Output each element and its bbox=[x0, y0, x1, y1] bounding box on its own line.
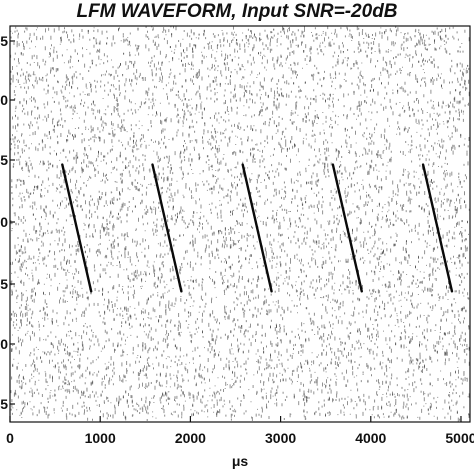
x-axis-label: μs bbox=[232, 453, 249, 469]
noise-texture bbox=[10, 26, 470, 422]
y-tick-label: 0 bbox=[0, 336, 8, 352]
y-tick-label: 5 bbox=[0, 33, 8, 49]
chirp-series bbox=[61, 163, 454, 293]
y-tick-label: 5 bbox=[0, 396, 8, 412]
axis-ticks: 0 1000 2000 3000 4000 5000 5 0 5 0 5 0 5 bbox=[0, 33, 474, 446]
chirp-2 bbox=[151, 163, 183, 293]
y-tick-label: 5 bbox=[0, 276, 8, 292]
plot-frame bbox=[9, 25, 471, 423]
y-tick-label: 0 bbox=[0, 92, 8, 108]
y-tick-label: 5 bbox=[0, 152, 8, 168]
x-tick-label: 4000 bbox=[355, 430, 386, 446]
chirp-4 bbox=[331, 163, 363, 293]
chirp-5 bbox=[421, 163, 454, 293]
x-tick-label: 0 bbox=[6, 430, 14, 446]
y-tick-label: 0 bbox=[0, 214, 8, 230]
x-tick-label: 3000 bbox=[265, 430, 296, 446]
x-tick-label: 1000 bbox=[85, 430, 116, 446]
chirp-1 bbox=[61, 163, 93, 293]
chirp-3 bbox=[241, 163, 273, 293]
x-tick-label: 2000 bbox=[175, 430, 206, 446]
x-tick-label: 5000 bbox=[445, 430, 474, 446]
chart-title: LFM WAVEFORM, Input SNR=-20dB bbox=[76, 1, 398, 22]
